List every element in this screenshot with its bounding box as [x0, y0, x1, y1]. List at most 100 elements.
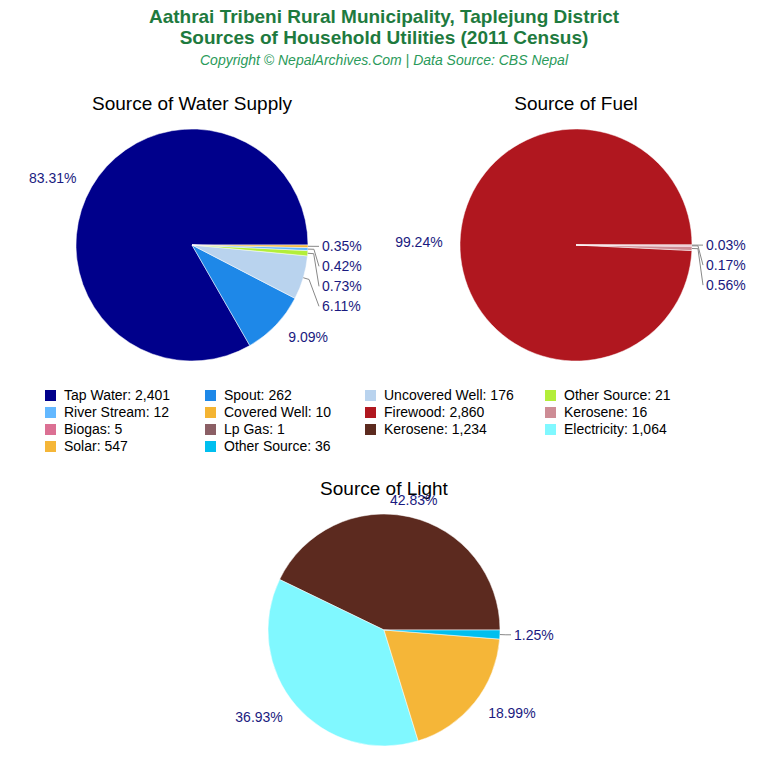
legend-label: River Stream: 12: [64, 404, 169, 420]
legend-count: 10: [316, 404, 332, 420]
legend-category: Solar: [64, 438, 97, 454]
chart-root: Aathrai Tribeni Rural Municipality, Tapl…: [0, 0, 768, 768]
pie-chart: Source of Fuel99.24%0.03%0.17%0.56%: [395, 93, 746, 361]
legend-swatch: [545, 390, 556, 401]
legend-separator: :: [624, 404, 632, 420]
data-label: 83.31%: [29, 170, 76, 186]
legend-label: Other Source: 21: [564, 387, 671, 403]
legend-item: River Stream: 12: [45, 404, 169, 420]
legend-count: 5: [115, 421, 123, 437]
legend-label: Covered Well: 10: [224, 404, 331, 420]
legend-label: Spout: 262: [224, 387, 292, 403]
legend-count: 21: [655, 387, 671, 403]
page-title: Aathrai Tribeni Rural Municipality, Tapl…: [149, 6, 620, 27]
legend-swatch: [45, 407, 56, 418]
slices: [76, 129, 308, 361]
legend-swatch: [365, 407, 376, 418]
legend-swatch: [45, 390, 56, 401]
legend-separator: :: [146, 404, 154, 420]
legend-separator: :: [624, 421, 632, 437]
data-label: 9.09%: [288, 329, 328, 345]
pie-slice: [76, 129, 308, 361]
legend-count: 262: [268, 387, 292, 403]
leader-line: [692, 248, 703, 285]
legend-category: Spout: [224, 387, 261, 403]
legend-item: Kerosene: 1,234: [365, 421, 487, 437]
legend-count: 547: [104, 438, 128, 454]
legend-category: Other Source: [564, 387, 647, 403]
legend-item: Uncovered Well: 176: [365, 387, 514, 403]
pie-slice: [192, 245, 308, 256]
legend-count: 1,234: [452, 421, 487, 437]
legend-category: Biogas: [64, 421, 107, 437]
leader-line: [500, 634, 511, 635]
data-label: 1.25%: [514, 627, 554, 643]
leader-line: [303, 278, 319, 307]
legend-label: Firewood: 2,860: [384, 404, 485, 420]
data-label: 42.83%: [390, 492, 437, 508]
legend-separator: :: [261, 387, 269, 403]
legend-category: Tap Water: [64, 387, 128, 403]
legend-count: 1,064: [632, 421, 667, 437]
pie-slice: [384, 630, 500, 639]
legend-swatch: [45, 441, 56, 452]
legend-item: Other Source: 21: [545, 387, 671, 403]
legend-separator: :: [442, 404, 450, 420]
data-label: 18.99%: [488, 705, 535, 721]
pie-slice: [576, 245, 692, 246]
data-label: 0.42%: [322, 258, 362, 274]
legend-label: Tap Water: 2,401: [64, 387, 170, 403]
legend-category: Covered Well: [224, 404, 308, 420]
leader-line: [308, 246, 319, 247]
legend-category: Kerosene: [564, 404, 624, 420]
legend-item: Biogas: 5: [45, 421, 123, 437]
legend-label: Biogas: 5: [64, 421, 123, 437]
legend-category: River Stream: [64, 404, 146, 420]
legend-item: Tap Water: 2,401: [45, 387, 170, 403]
legend-item: Lp Gas: 1: [205, 421, 285, 437]
legend-swatch: [45, 424, 56, 435]
pie-chart: Source of Light42.83%36.93%18.99%1.25%: [235, 478, 553, 746]
data-label: 6.11%: [322, 298, 361, 314]
legend-item: Spout: 262: [205, 387, 292, 403]
legend-item: Solar: 547: [45, 438, 128, 454]
legend-count: 16: [632, 404, 648, 420]
legend-category: Kerosene: [384, 421, 444, 437]
legend-label: Lp Gas: 1: [224, 421, 285, 437]
pie-slice: [384, 630, 500, 741]
data-label: 99.24%: [395, 234, 442, 250]
chart-title: Source of Fuel: [514, 93, 638, 114]
legend-label: Uncovered Well: 176: [384, 387, 514, 403]
pie-slice: [192, 245, 308, 248]
legend-swatch: [205, 424, 216, 435]
legend-label: Other Source: 36: [224, 438, 331, 454]
legend-swatch: [205, 441, 216, 452]
legend-swatch: [365, 390, 376, 401]
pie-chart: Source of Water Supply83.31%9.09%0.35%0.…: [29, 93, 362, 361]
legend-label: Electricity: 1,064: [564, 421, 667, 437]
legend-category: Lp Gas: [224, 421, 269, 437]
legend-item: Covered Well: 10: [205, 404, 331, 420]
legend-category: Uncovered Well: [384, 387, 483, 403]
legend-count: 12: [153, 404, 169, 420]
legend-item: Other Source: 36: [205, 438, 331, 454]
data-label: 0.03%: [706, 237, 746, 253]
legend-item: Electricity: 1,064: [545, 421, 667, 437]
legend-separator: :: [483, 387, 491, 403]
slices: [460, 129, 692, 361]
legend-swatch: [205, 390, 216, 401]
legend-separator: :: [307, 438, 315, 454]
legend-separator: :: [308, 404, 316, 420]
legend-count: 2,401: [135, 387, 170, 403]
page-subtitle: Copyright © NepalArchives.Com | Data Sou…: [200, 52, 569, 68]
legend-category: Other Source: [224, 438, 307, 454]
data-label: 36.93%: [235, 709, 282, 725]
pie-slice: [460, 129, 692, 361]
legend-separator: :: [107, 421, 115, 437]
data-label: 0.56%: [706, 277, 746, 293]
legend-separator: :: [127, 387, 135, 403]
slices: [268, 514, 500, 746]
legend-swatch: [545, 407, 556, 418]
legend-count: 36: [315, 438, 331, 454]
legend-category: Electricity: [564, 421, 624, 437]
